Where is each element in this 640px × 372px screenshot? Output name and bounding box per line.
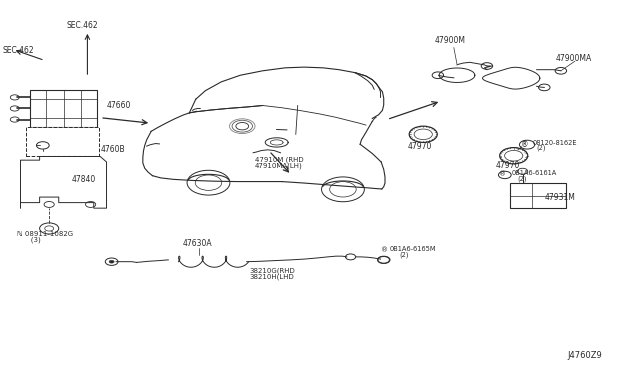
Text: 47970: 47970 bbox=[408, 142, 432, 151]
Text: 38210G(RHD: 38210G(RHD bbox=[250, 268, 296, 274]
Text: 47931M: 47931M bbox=[544, 193, 575, 202]
Text: ℕ 08911-1082G: ℕ 08911-1082G bbox=[17, 231, 74, 237]
Text: 08120-8162E: 08120-8162E bbox=[533, 140, 577, 146]
Text: 47900M: 47900M bbox=[435, 36, 466, 45]
Text: 47630A: 47630A bbox=[183, 239, 212, 248]
Text: ®: ® bbox=[521, 140, 528, 149]
Text: 47900MA: 47900MA bbox=[556, 54, 592, 63]
Text: 0B1A6-6165M: 0B1A6-6165M bbox=[390, 246, 436, 252]
Circle shape bbox=[555, 67, 566, 74]
Text: 47910MA(LH): 47910MA(LH) bbox=[255, 163, 303, 169]
Circle shape bbox=[378, 257, 390, 263]
Text: 47970: 47970 bbox=[496, 161, 520, 170]
Text: SEC.462: SEC.462 bbox=[3, 46, 35, 55]
Circle shape bbox=[10, 117, 19, 122]
Bar bbox=[30, 90, 97, 127]
Text: 47660: 47660 bbox=[106, 101, 131, 110]
Circle shape bbox=[10, 95, 19, 100]
Text: 47840: 47840 bbox=[72, 175, 96, 184]
Bar bbox=[26, 127, 99, 157]
Circle shape bbox=[105, 258, 118, 265]
Text: 0B1A6-6161A: 0B1A6-6161A bbox=[511, 170, 556, 176]
Circle shape bbox=[432, 72, 444, 78]
Text: 47910M (RHD: 47910M (RHD bbox=[255, 157, 303, 163]
Circle shape bbox=[346, 254, 356, 260]
Text: SEC.462: SEC.462 bbox=[67, 21, 98, 30]
Text: ®: ® bbox=[499, 171, 506, 177]
Circle shape bbox=[539, 84, 550, 91]
Bar bbox=[510, 183, 566, 208]
Circle shape bbox=[109, 260, 114, 263]
Text: J4760Z9: J4760Z9 bbox=[567, 351, 602, 360]
Text: (2): (2) bbox=[537, 145, 546, 151]
Text: (2): (2) bbox=[399, 251, 409, 257]
Circle shape bbox=[481, 62, 493, 69]
Text: (2): (2) bbox=[518, 175, 527, 182]
Text: (3): (3) bbox=[24, 236, 40, 243]
Text: 4760B: 4760B bbox=[100, 145, 125, 154]
Text: 38210H(LHD: 38210H(LHD bbox=[250, 273, 294, 280]
Circle shape bbox=[10, 106, 19, 111]
Text: ®: ® bbox=[381, 248, 388, 254]
